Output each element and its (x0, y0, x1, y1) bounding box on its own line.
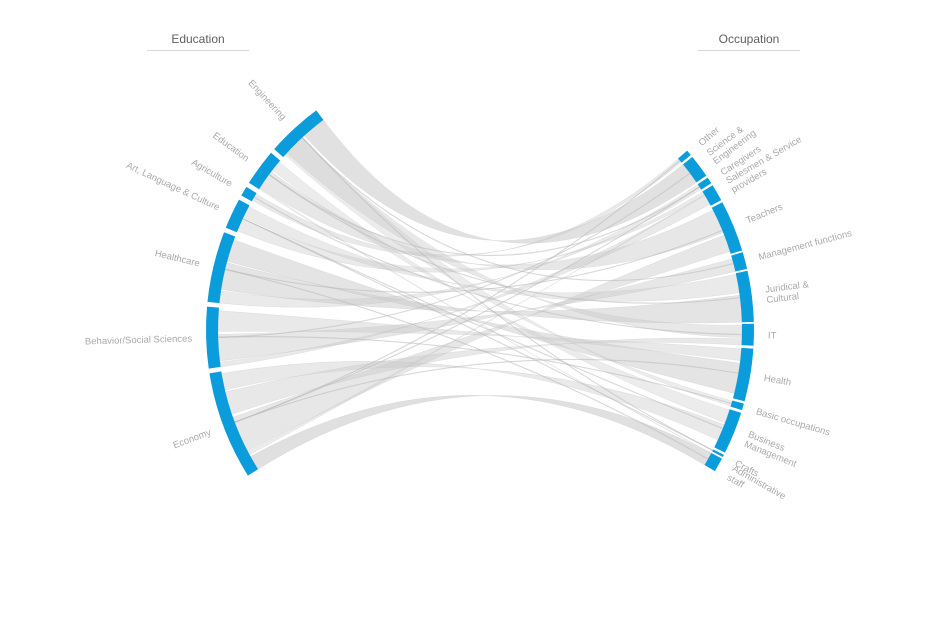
label-education-healthcare: Healthcare (154, 248, 201, 269)
arc-education-art-language-and-culture[interactable] (225, 199, 250, 233)
arcs (206, 110, 754, 476)
strand-agriculture-to-it (253, 196, 742, 336)
arc-occupation-caregivers[interactable] (697, 177, 712, 190)
label-occupation-juridical-and-cultural: Juridical &Cultural (765, 279, 811, 306)
svg-text:Teachers: Teachers (745, 201, 785, 226)
arc-education-agriculture[interactable] (241, 186, 257, 202)
ribbon-education-to-business-management[interactable] (272, 161, 730, 424)
arc-occupation-management-functions[interactable] (731, 252, 748, 272)
arc-occupation-juridical-and-cultural[interactable] (735, 270, 754, 323)
ribbons (217, 119, 743, 470)
svg-text:Education: Education (210, 130, 251, 164)
label-education-behavior-social-sciences: Behavior/Social Sciences (85, 333, 193, 347)
svg-text:Healthcare: Healthcare (154, 248, 201, 269)
occupation-header-underline (698, 50, 800, 51)
strand-engineering-to-crafts (301, 137, 713, 451)
label-education-economy: Economy (172, 427, 213, 451)
label-occupation-it: IT (768, 330, 777, 341)
arc-education-education[interactable] (248, 152, 281, 190)
label-occupation-management-functions: Management functions (757, 228, 853, 263)
svg-text:Cultural: Cultural (766, 291, 800, 306)
label-occupation-health: Health (763, 373, 792, 388)
arc-occupation-business-management[interactable] (714, 409, 742, 453)
label-occupation-basic-occupations: Basic occupations (755, 406, 832, 438)
label-occupation-teachers: Teachers (745, 201, 785, 226)
strand-economy-to-health (234, 358, 739, 423)
svg-text:IT: IT (768, 330, 777, 341)
strand-healthcare-to-administrative-staff (225, 268, 709, 460)
strand-education-to-caregivers (268, 174, 700, 257)
arc-occupation-it[interactable] (741, 323, 754, 346)
ribbon-art-language-and-culture-to-juridical-and-cultural[interactable] (243, 206, 740, 302)
arc-occupation-salesmen-and-service-providers[interactable] (702, 185, 722, 206)
svg-text:Engineering: Engineering (246, 78, 288, 123)
arc-occupation-teachers[interactable] (711, 202, 743, 254)
arc-education-healthcare[interactable] (207, 232, 236, 304)
label-education-education: Education (210, 130, 251, 164)
arc-occupation-crafts[interactable] (712, 449, 724, 457)
strand-economy-to-caregivers (234, 186, 700, 423)
arc-occupation-other[interactable] (678, 150, 691, 163)
strand-education-to-juridical-and-cultural (268, 174, 741, 304)
strand-healthcare-to-teachers (225, 229, 723, 293)
svg-text:Economy: Economy (172, 427, 213, 451)
label-education-engineering: Engineering (246, 78, 288, 123)
strand-art-language-and-culture-to-crafts (242, 218, 713, 451)
arc-education-behavior-social-sciences[interactable] (206, 306, 221, 369)
ribbon-economy-to-teachers[interactable] (232, 234, 731, 452)
arc-occupation-basic-occupations[interactable] (730, 400, 744, 411)
education-header: Education (171, 32, 225, 46)
labels: Economy Behavior/Social Sciences Healthcar… (85, 78, 854, 502)
arc-education-engineering[interactable] (274, 110, 324, 158)
strand-behavior-social-sciences-to-science-and-engineering (218, 172, 691, 338)
strand-behavior-social-sciences-to-basic-occupations (218, 336, 732, 405)
arc-occupation-administrative-staff[interactable] (704, 453, 722, 472)
strand-economy-to-other (234, 160, 681, 423)
svg-text:Agriculture: Agriculture (189, 157, 234, 190)
svg-text:Behavior/Social Sciences: Behavior/Social Sciences (85, 333, 193, 347)
svg-text:Basic occupations: Basic occupations (755, 406, 832, 438)
education-header-underline (147, 50, 249, 51)
svg-text:Juridical &: Juridical & (765, 279, 811, 295)
svg-text:Health: Health (763, 373, 792, 388)
arc-occupation-science-and-engineering[interactable] (683, 156, 707, 183)
arc-occupation-health[interactable] (732, 347, 754, 402)
svg-text:Management functions: Management functions (757, 228, 853, 263)
label-education-agriculture: Agriculture (189, 157, 234, 190)
occupation-header: Occupation (718, 32, 780, 46)
arc-education-economy[interactable] (209, 371, 259, 476)
strand-engineering-to-management-functions (301, 137, 734, 282)
